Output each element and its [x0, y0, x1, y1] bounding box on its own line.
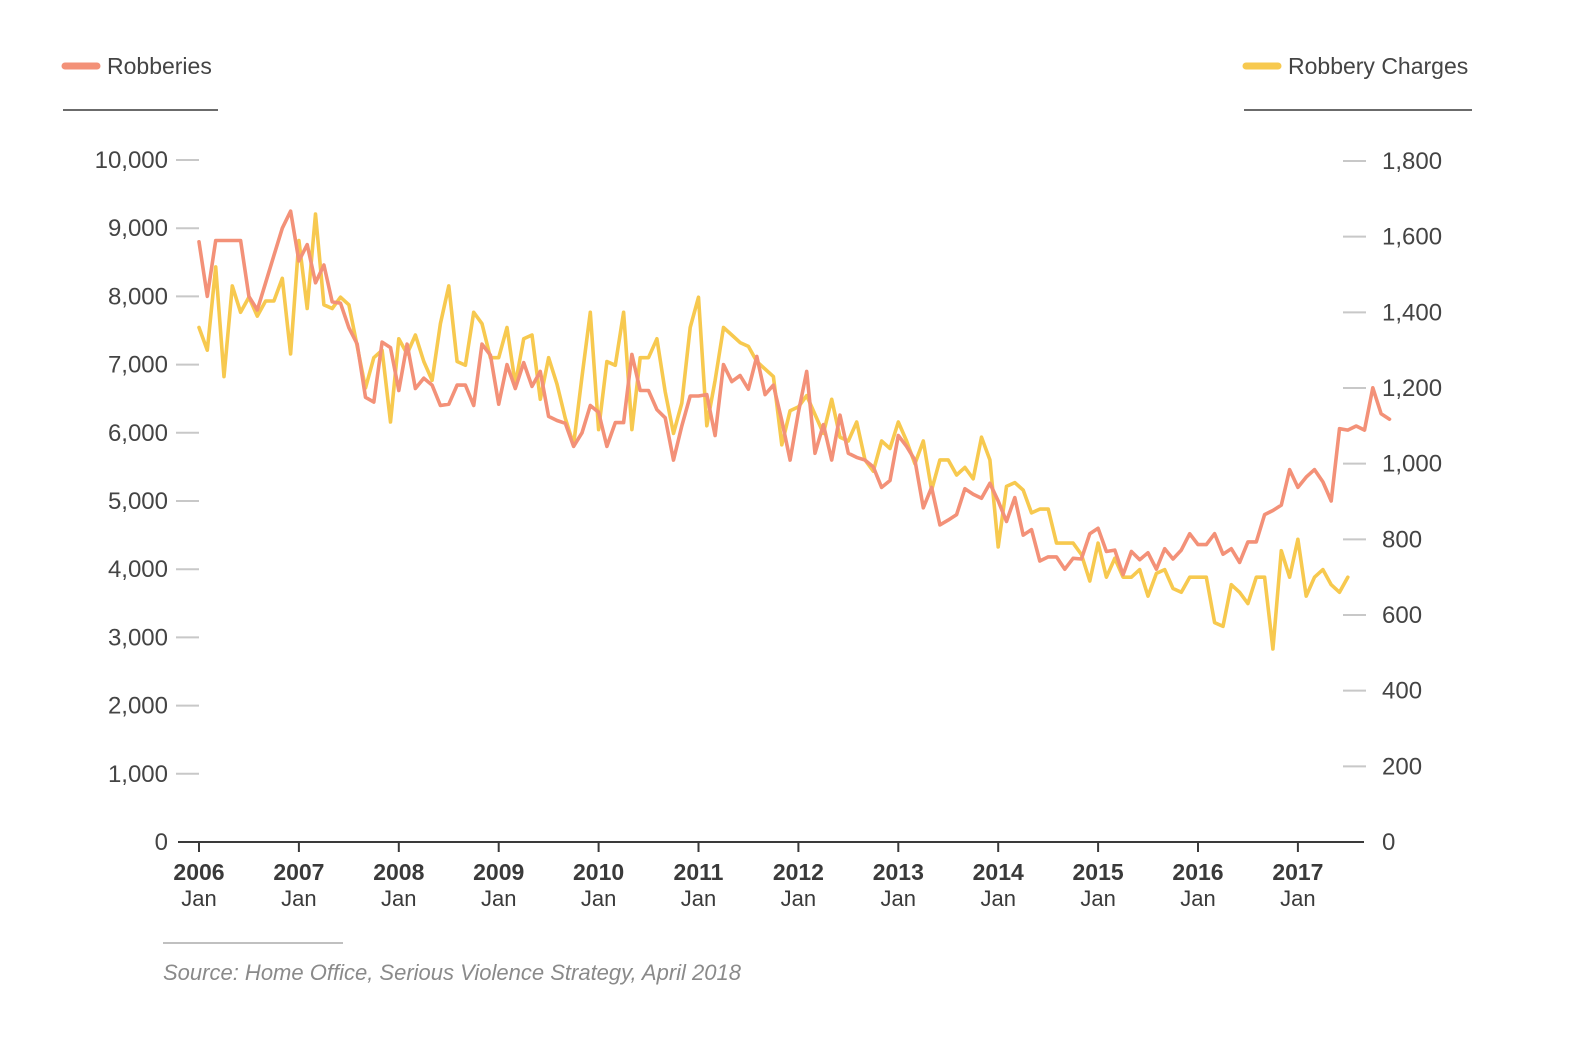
y-right-tick-label: 1,800	[1382, 148, 1442, 175]
x-tick-year: 2011	[674, 859, 724, 885]
x-tick-month: Jan	[481, 886, 516, 911]
x-tick-month: Jan	[781, 886, 816, 911]
y-right-tick-label: 1,600	[1382, 224, 1442, 251]
series-line-robbery-charges	[197, 212, 1350, 651]
x-tick-month: Jan	[1280, 886, 1315, 911]
y-right-tick-label: 1,000	[1382, 451, 1442, 478]
y-right-tick-label: 400	[1382, 678, 1422, 705]
x-tick-month: Jan	[581, 886, 616, 911]
y-left-tick-label: 0	[155, 829, 168, 856]
y-right-tick-label: 1,400	[1382, 299, 1442, 326]
series-line-robberies	[197, 209, 1392, 577]
legend-robbery-charges: Robbery Charges	[1242, 53, 1472, 111]
y-right-tick-label: 1,200	[1382, 375, 1442, 402]
x-tick-year: 2010	[573, 859, 624, 885]
y-left-tick-label: 3,000	[108, 624, 168, 651]
x-tick-year: 2012	[773, 859, 824, 885]
x-tick-year: 2009	[473, 859, 524, 885]
y-left-tick-label: 8,000	[108, 283, 168, 310]
x-tick-month: Jan	[381, 886, 416, 911]
y-axis-left: 0 1,000 2,000 3,000 4,000 5,000 6,000 7,000 8,00…	[95, 147, 199, 856]
y-axis-right: 0 200 400 600 800 1,000 1,200 1,400 1,600 1,800	[1343, 148, 1442, 856]
x-tick-year: 2016	[1172, 859, 1223, 885]
x-tick-month: Jan	[681, 886, 716, 911]
x-tick-month: Jan	[281, 886, 316, 911]
x-tick-year: 2007	[273, 859, 324, 885]
y-left-tick-label: 5,000	[108, 488, 168, 515]
x-tick-year: 2015	[1073, 859, 1124, 885]
x-tick-year: 2008	[373, 859, 424, 885]
series-layer	[197, 209, 1392, 651]
legend-charges-label: Robbery Charges	[1288, 53, 1468, 79]
x-tick-month: Jan	[980, 886, 1015, 911]
x-tick-year: 2014	[973, 859, 1024, 885]
x-tick-month: Jan	[1180, 886, 1215, 911]
legend-robberies-label: Robberies	[107, 53, 212, 79]
x-tick-year: 2013	[873, 859, 924, 885]
source-note: Source: Home Office, Serious Violence St…	[163, 960, 742, 985]
y-left-tick-label: 7,000	[108, 352, 168, 379]
x-tick-year: 2006	[173, 859, 224, 885]
y-left-tick-label: 4,000	[108, 556, 168, 583]
y-left-tick-label: 6,000	[108, 420, 168, 447]
y-left-tick-label: 2,000	[108, 693, 168, 720]
y-right-tick-label: 600	[1382, 602, 1422, 629]
x-tick-month: Jan	[1080, 886, 1115, 911]
y-right-tick-label: 200	[1382, 753, 1422, 780]
y-left-tick-label: 10,000	[95, 147, 168, 174]
x-tick-month: Jan	[181, 886, 216, 911]
y-right-tick-label: 800	[1382, 526, 1422, 553]
x-tick-month: Jan	[881, 886, 916, 911]
y-left-tick-label: 9,000	[108, 215, 168, 242]
y-right-tick-label: 0	[1382, 829, 1395, 856]
y-left-tick-label: 1,000	[108, 761, 168, 788]
x-tick-year: 2017	[1272, 859, 1323, 885]
legend-robberies: Robberies	[61, 53, 218, 111]
x-axis: 2006Jan2007Jan2008Jan2009Jan2010Jan2011J…	[173, 841, 1364, 911]
